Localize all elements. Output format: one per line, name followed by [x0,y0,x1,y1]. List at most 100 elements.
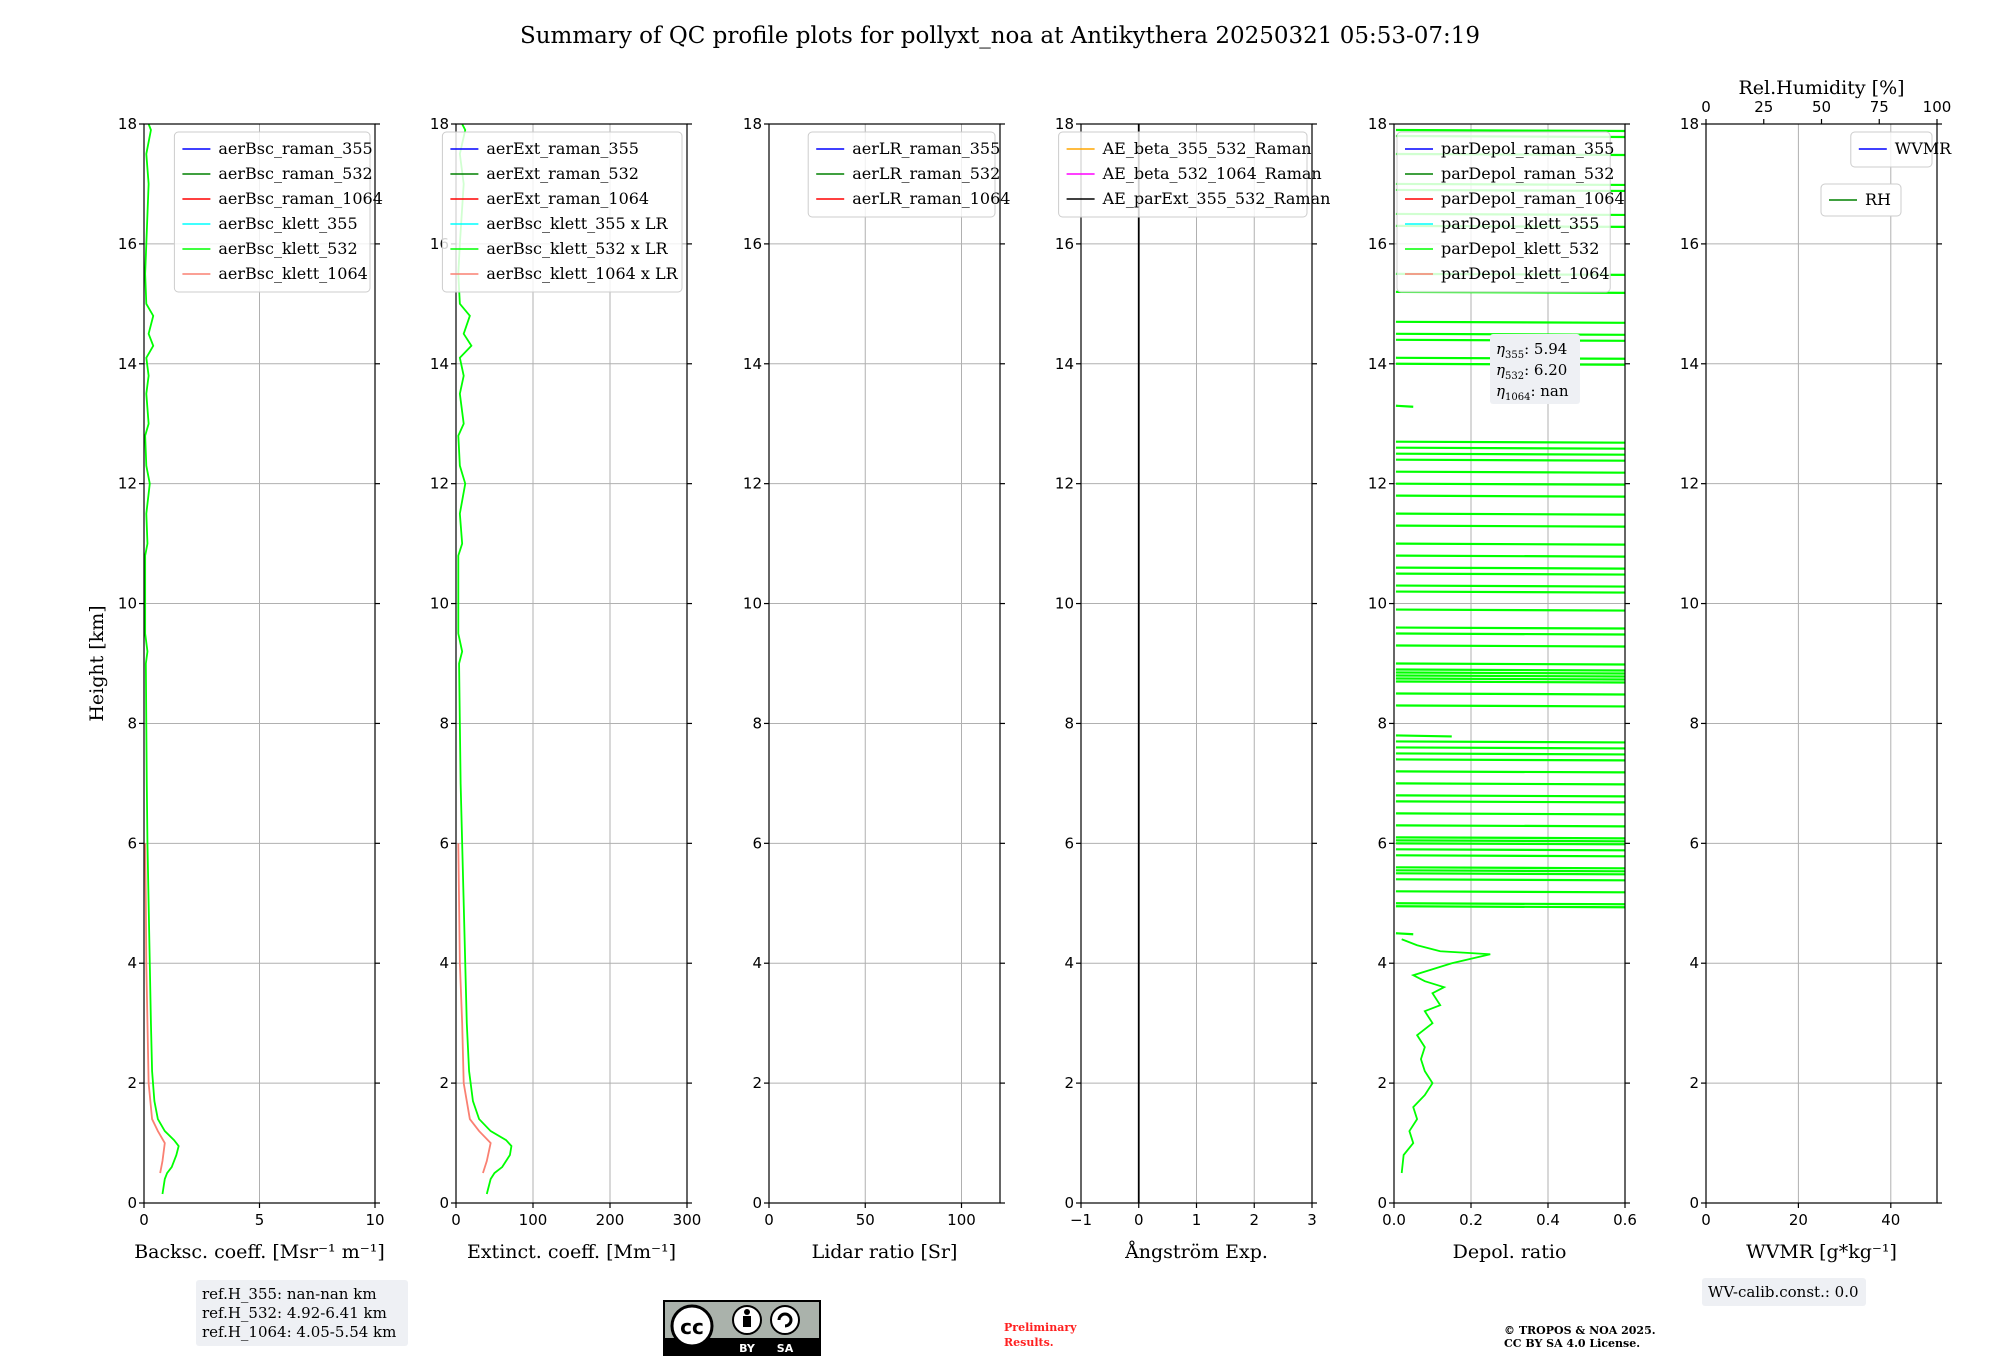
ytick-label: 12 [430,475,449,493]
ytick-label: 4 [1377,954,1387,972]
legend-frame [1058,131,1308,218]
legend-frame [807,131,996,218]
ytick-label: 10 [118,595,137,613]
ytick-label: 2 [127,1074,137,1092]
by-text: BY [739,1342,756,1355]
legend-entry: parDepol_raman_355 [1441,139,1614,158]
series-spike [1395,692,1626,696]
wv-calib-box: WV-calib.const.: 0.0 [1702,1278,1866,1306]
ytick-label: 6 [439,834,449,852]
legend-entry: aerBsc_klett_1064 x LR [486,264,678,283]
series-spike [1395,752,1626,756]
legend-rh-entry: RH [1865,190,1891,209]
series-spike [1395,644,1626,648]
top-xtick-label: 50 [1812,98,1831,116]
series-aerBsc_klett_1064 x LR [457,843,492,1174]
xtick-label: 2 [1249,1211,1259,1229]
legend-entry: parDepol_raman_1064 [1441,189,1625,208]
series-spike [1395,854,1626,858]
ytick-label: 18 [1055,115,1074,133]
xlabel: Backsc. coeff. [Msr⁻¹ m⁻¹] [134,1241,385,1263]
refh-line-1: ref.H_355: nan-nan km [202,1285,377,1303]
series-spike [1395,839,1626,843]
series-spike [1395,512,1626,516]
ytick-label: 4 [1064,954,1074,972]
series-spike [1395,452,1626,456]
series-spike [1395,470,1626,474]
ytick-label: 2 [752,1074,762,1092]
panel-lidar_ratio: 0 2 4 6 8 10 12 14 16 18 0 50 100 Lidar ratio [Sr] aer… [743,115,1011,1263]
ytick-label: 16 [1368,235,1387,253]
ytick-label: 14 [1680,355,1699,373]
ytick-label: 14 [118,355,137,373]
legend-entry: parDepol_klett_532 [1441,239,1599,258]
ytick-label: 8 [1377,714,1387,732]
ytick-label: 2 [1689,1074,1699,1092]
axes-frame [1705,123,1938,1204]
ytick-label: 0 [1377,1194,1387,1212]
series-spike [1395,566,1626,570]
top-xtick-label: 100 [1923,98,1952,116]
ytick-label: 16 [118,235,137,253]
xlabel: Ångström Exp. [1124,1241,1268,1263]
ytick-label: 12 [743,475,762,493]
series-spike [1395,734,1452,738]
legend: aerBsc_raman_355 aerBsc_raman_532 aerBsc_r… [173,131,383,293]
ytick-label: 6 [752,834,762,852]
series-spike [1395,608,1626,612]
panel-backscatter: 0 2 4 6 8 10 12 14 16 18 0 5 10 Backsc. coeff. [Msr⁻¹… [86,115,385,1263]
axes-frame [768,123,1001,1204]
legend: AE_beta_355_532_Raman AE_beta_532_1064_Ra… [1058,131,1330,218]
series-spike [1395,524,1626,528]
series-spike [1395,440,1626,444]
eta-line: η532: 6.20 [1496,361,1567,382]
legend-entry: WVMR [1895,139,1952,158]
legend-frame [441,131,683,293]
eta-box-bg [1490,334,1580,404]
legend: parDepol_raman_355 parDepol_raman_532 parD… [1396,131,1625,293]
ytick-label: 12 [118,475,137,493]
series-spike [1395,866,1626,870]
ytick-label: 8 [752,714,762,732]
xtick-label: 0 [764,1211,774,1229]
series-spike [1395,662,1626,666]
ytick-label: 2 [1377,1074,1387,1092]
series-spike [1395,590,1626,594]
xtick-label: 0.2 [1459,1211,1483,1229]
xtick-label: 0.0 [1382,1211,1406,1229]
xlabel: Lidar ratio [Sr] [812,1241,958,1263]
axes-frame [455,123,688,1204]
series-aerBsc_klett_532 [144,123,180,1195]
legend-frame [1850,131,1933,168]
top-xtick-label: 0 [1701,98,1711,116]
legend-entry: aerBsc_klett_1064 [218,264,367,283]
series-spike [1395,902,1626,906]
xlabel: Depol. ratio [1453,1241,1567,1263]
ytick-label: 6 [1689,834,1699,852]
series-spike [1395,932,1414,936]
series-spike [1395,446,1626,450]
legend-entry: aerExt_raman_355 [486,139,639,158]
ytick-label: 16 [1680,235,1699,253]
xtick-label: 10 [365,1211,384,1229]
legend-entry: aerLR_raman_532 [852,164,1000,183]
cc-text: cc [680,1315,704,1339]
legend-entry: parDepol_klett_355 [1441,214,1599,233]
ylabel: Height [km] [86,605,108,721]
series-spike [1395,584,1626,588]
series-spike [1395,404,1414,408]
legend: aerLR_raman_355 aerLR_raman_532 aerLR_rama… [807,131,1010,218]
legend-entry: aerLR_raman_1064 [852,189,1010,208]
series-spike [1395,878,1626,882]
ytick-label: 12 [1680,475,1699,493]
series-spike [1395,794,1626,798]
xtick-label: 0.6 [1613,1211,1637,1229]
legend: WVMR [1850,131,1952,168]
series-spike [1395,677,1626,681]
ytick-label: 0 [1064,1194,1074,1212]
ytick-label: 2 [1064,1074,1074,1092]
top-xtick-label: 25 [1754,98,1773,116]
